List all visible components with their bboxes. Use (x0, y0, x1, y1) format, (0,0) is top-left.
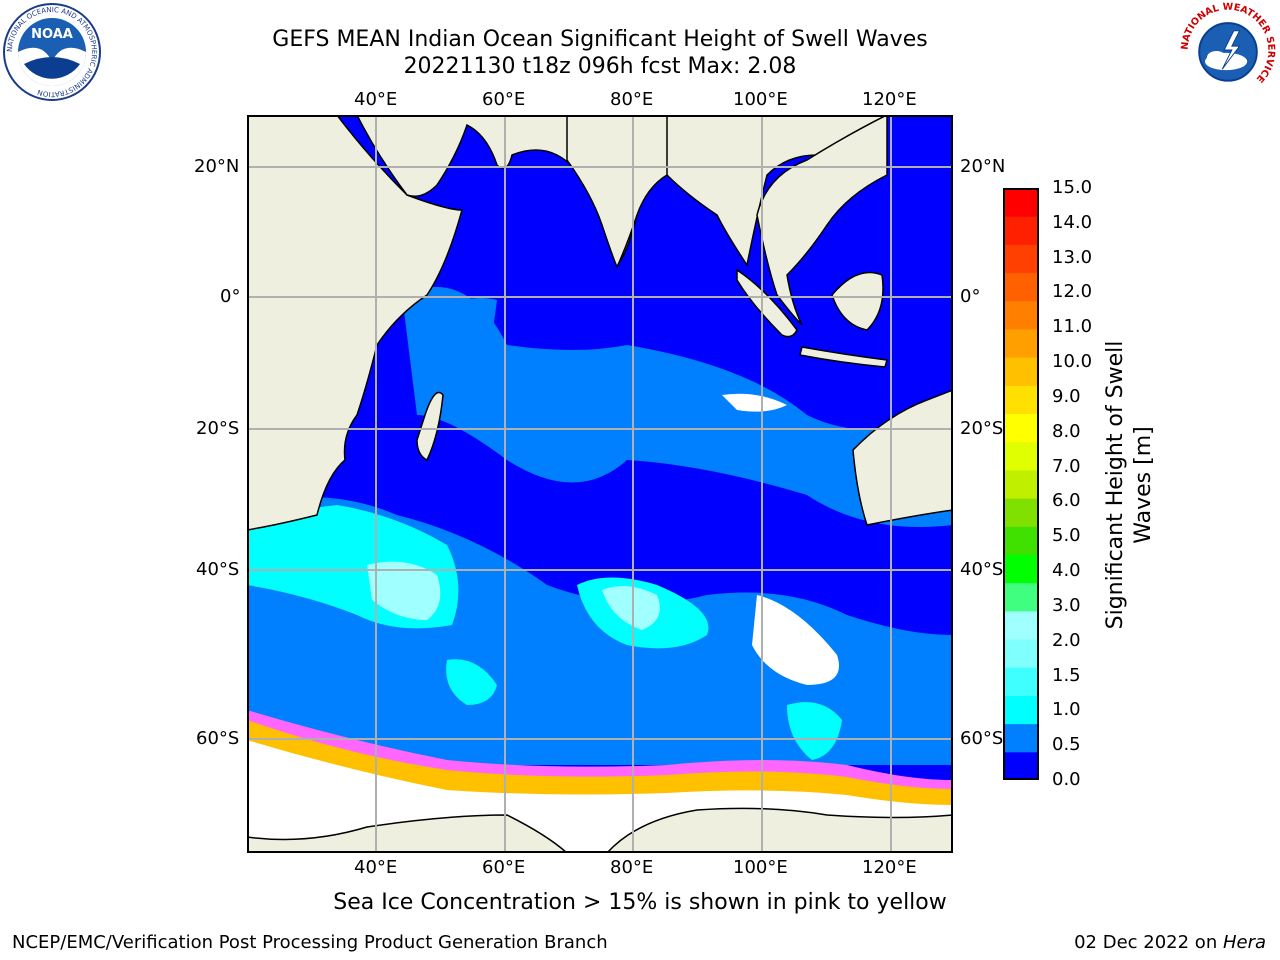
missing-data-patches (722, 393, 839, 685)
sumatra-island (736, 268, 798, 338)
lon-label-bottom-100e: 100°E (733, 857, 788, 878)
colorbar-tick-label: 3.0 (1052, 594, 1081, 616)
colorbar-band (1003, 498, 1039, 527)
noaa-text: NOAA (31, 27, 73, 42)
colorbar-tick-label: 5.0 (1052, 525, 1081, 547)
colorbar-band (1003, 272, 1039, 302)
footer-credit: NCEP/EMC/Verification Post Processing Pr… (12, 932, 608, 953)
lat-label-left-60s: 60°S (196, 728, 240, 749)
map-plot-area (247, 115, 953, 853)
colorbar-band (1003, 357, 1039, 386)
lat-label-right-40s: 40°S (960, 559, 1004, 580)
colorbar-tick-label: 15.0 (1052, 177, 1093, 198)
antarctica-landmass (247, 807, 953, 853)
colorbar-band (1003, 639, 1039, 668)
footer-host: Hera (1222, 932, 1266, 953)
colorbar-tick-label: 12.0 (1052, 281, 1093, 303)
colorbar-tick-label: 6.0 (1052, 490, 1081, 512)
colorbar-band (1003, 385, 1039, 415)
colorbar-band (1003, 413, 1039, 443)
colorbar-tick-label: 2.0 (1052, 629, 1081, 651)
swell-band-light-cyan (367, 561, 660, 630)
footer-date-text: 02 Dec 2022 on (1074, 932, 1223, 953)
colorbar-title-line1: Significant Height of Swell (1103, 340, 1128, 630)
colorbar-band (1003, 610, 1039, 640)
colorbar-band (1003, 441, 1039, 471)
lon-label-bottom-120e: 120°E (862, 857, 917, 878)
colorbar-band (1003, 723, 1039, 753)
lon-label-bottom-60e: 60°E (482, 857, 526, 878)
lat-label-right-0: 0° (960, 286, 981, 307)
lon-label-top-60e: 60°E (482, 89, 526, 110)
colorbar-band (1003, 751, 1039, 780)
lat-label-left-40s: 40°S (196, 559, 240, 580)
colorbar-band (1003, 667, 1039, 696)
colorbar-tick-label: 10.0 (1052, 351, 1093, 373)
australia-landmass (852, 389, 953, 526)
lon-label-bottom-80e: 80°E (610, 857, 654, 878)
colorbar-tick-label: 11.0 (1052, 316, 1093, 338)
colorbar-tick-label: 1.0 (1052, 699, 1081, 721)
colorbar-tick-label: 1.5 (1052, 664, 1081, 686)
colorbar-title: Significant Height of Swell Waves [m] (1102, 265, 1158, 705)
colorbar-band (1003, 526, 1039, 555)
colorbar-tick-label: 8.0 (1052, 420, 1081, 442)
colorbar-tick-label: 4.0 (1052, 560, 1081, 582)
colorbar-band (1003, 244, 1039, 274)
colorbar-band (1003, 328, 1039, 358)
borneo-island (831, 271, 884, 331)
graticule (247, 115, 953, 853)
map-border (247, 115, 953, 853)
java-island (799, 346, 888, 368)
colorbar-band (1003, 469, 1039, 499)
lat-label-right-20s: 20°S (960, 418, 1004, 439)
colorbar-band (1003, 188, 1039, 217)
lon-label-top-100e: 100°E (733, 89, 788, 110)
colorbar-title-line2: Waves [m] (1131, 426, 1156, 544)
colorbar-band (1003, 582, 1039, 612)
map-subtitle: 20221130 t18z 096h fcst Max: 2.08 (403, 54, 797, 79)
nws-logo: NATIONAL WEATHER SERVICE (1180, 2, 1276, 97)
lon-label-top-120e: 120°E (862, 89, 917, 110)
lat-label-right-60s: 60°S (960, 728, 1004, 749)
lat-label-left-0: 0° (220, 286, 241, 307)
map-title: GEFS MEAN Indian Ocean Significant Heigh… (272, 27, 928, 52)
colorbar-tick-label: 0.0 (1052, 769, 1081, 790)
lon-label-top-40e: 40°E (354, 89, 398, 110)
india-peninsula (566, 115, 668, 269)
colorbar-tick-label: 9.0 (1052, 385, 1081, 407)
colorbar-tick-label: 14.0 (1052, 211, 1093, 233)
colorbar-band (1003, 216, 1039, 245)
colorbar-tick-label: 0.5 (1052, 734, 1081, 756)
colorbar-tick-label: 13.0 (1052, 246, 1093, 268)
footer-date: 02 Dec 2022 on Hera (1074, 932, 1266, 953)
lon-label-top-80e: 80°E (610, 89, 654, 110)
lon-label-bottom-40e: 40°E (354, 857, 398, 878)
colorbar-band (1003, 554, 1039, 584)
colorbar-tick-label: 7.0 (1052, 455, 1081, 477)
noaa-logo: NATIONAL OCEANIC AND ATMOSPHERIC ADMINIS… (3, 3, 101, 101)
lat-label-left-20n: 20°N (194, 156, 240, 177)
colorbar-band (1003, 695, 1039, 725)
madagascar-island (416, 391, 444, 462)
lat-label-left-20s: 20°S (196, 418, 240, 439)
sea-ice-caption: Sea Ice Concentration > 15% is shown in … (333, 890, 947, 915)
colorbar-band (1003, 300, 1039, 330)
colorbar (1003, 188, 1039, 780)
lat-label-right-20n: 20°N (960, 156, 1006, 177)
